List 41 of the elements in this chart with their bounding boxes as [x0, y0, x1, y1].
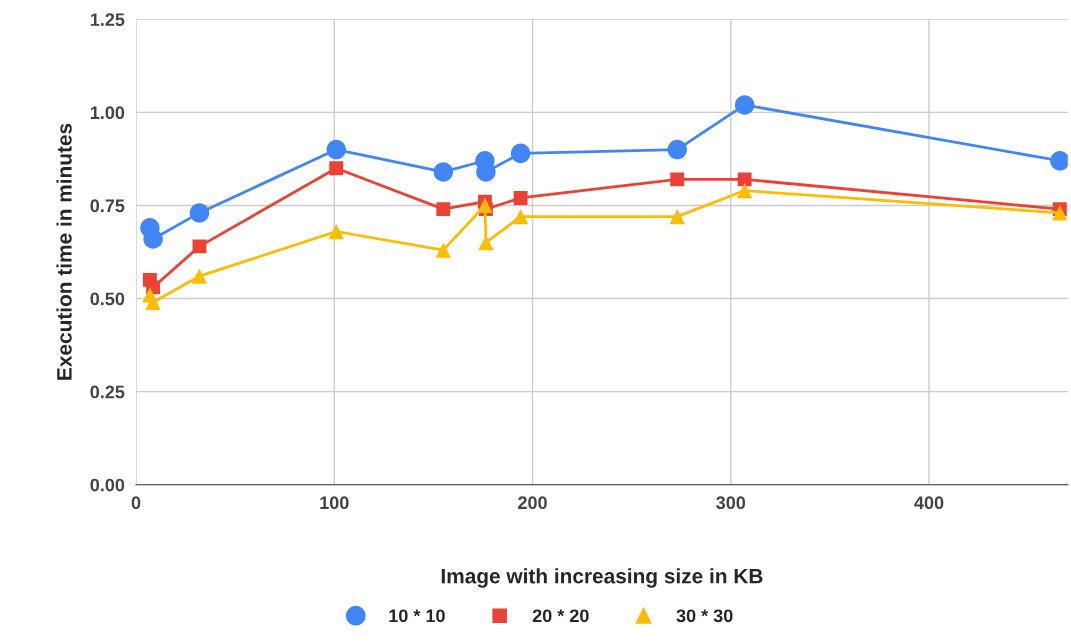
point: [189, 203, 210, 223]
y-axis-title: Execution time in minutes: [56, 123, 72, 380]
y-tick-label: 0.25: [90, 385, 125, 399]
y-tick-label: 1.25: [90, 13, 125, 26]
point: [737, 182, 753, 199]
y-tick-label: 1.00: [90, 106, 125, 120]
legend-label: 30 * 30: [676, 609, 733, 623]
point: [476, 162, 496, 182]
point: [478, 235, 494, 251]
point: [436, 202, 451, 217]
x-tick-label: 0: [131, 496, 141, 510]
y-tick-label: 0.75: [90, 199, 125, 213]
point: [734, 95, 755, 115]
point: [670, 172, 685, 187]
y-tick-label: 0.50: [90, 292, 125, 306]
point: [435, 242, 451, 258]
point: [510, 143, 531, 164]
point: [1050, 151, 1068, 171]
point: [433, 162, 454, 182]
point: [143, 229, 163, 249]
point: [669, 208, 685, 225]
point: [667, 139, 687, 160]
x-tick-label: 400: [914, 496, 944, 510]
y-tick-label: 0.00: [90, 478, 125, 492]
point: [145, 294, 161, 310]
legend-label: 20 * 20: [532, 609, 589, 623]
point: [326, 139, 346, 160]
x-tick-label: 100: [320, 496, 349, 510]
point: [512, 208, 529, 225]
legend-label: 10 * 10: [389, 609, 445, 623]
x-tick-label: 200: [518, 496, 547, 510]
point: [513, 191, 528, 205]
point: [192, 239, 207, 254]
point: [329, 161, 344, 176]
point: [1052, 205, 1068, 221]
point: [191, 268, 208, 284]
x-tick-label: 300: [716, 496, 746, 510]
point: [477, 197, 493, 214]
point: [737, 172, 752, 187]
x-axis-title: Image with increasing size in KB: [441, 568, 763, 588]
point: [328, 223, 344, 240]
